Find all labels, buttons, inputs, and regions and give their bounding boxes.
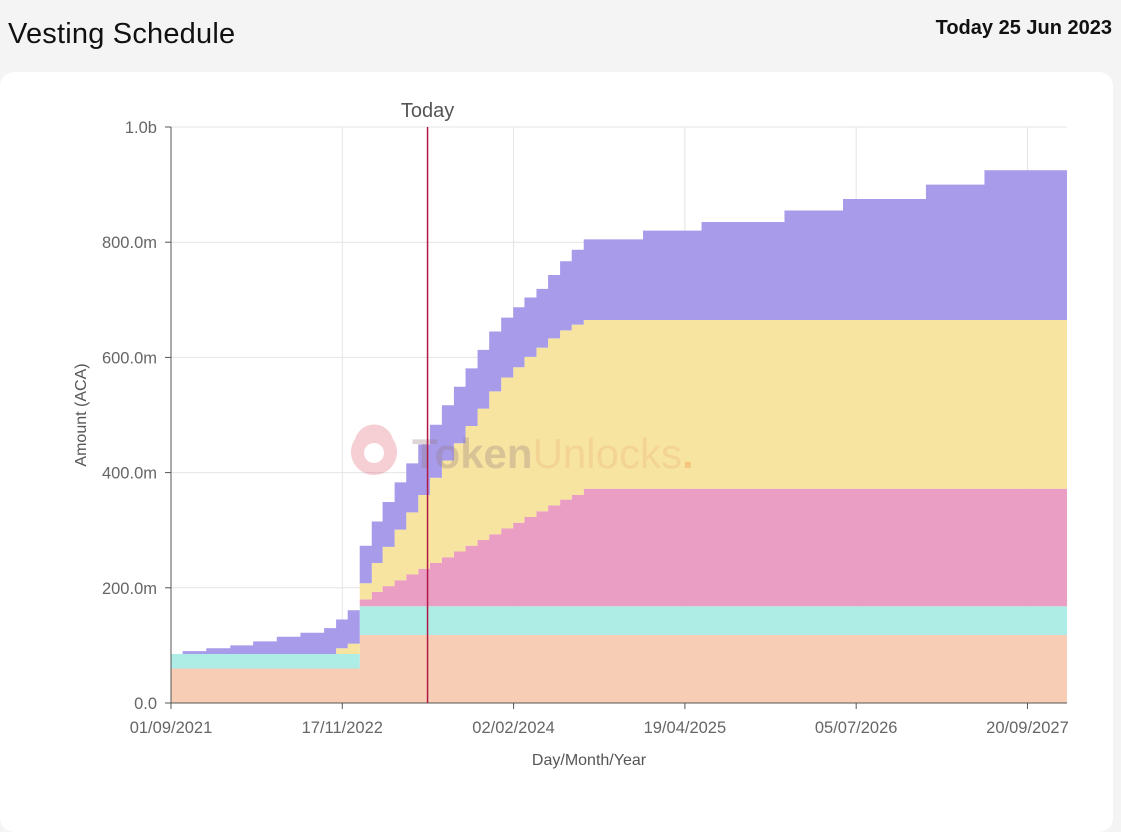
page-title: Vesting Schedule — [8, 18, 236, 50]
x-tick-label: 02/02/2024 — [472, 719, 555, 737]
stacked-areas — [171, 127, 1067, 703]
y-tick-label: 800.0m — [102, 234, 157, 252]
series-area-3 — [171, 488, 1067, 655]
watermark-dot: . — [682, 430, 694, 477]
today-marker: Today — [401, 100, 454, 703]
today-date: Today 25 Jun 2023 — [936, 17, 1112, 40]
y-tick-label: 1.0b — [125, 119, 157, 137]
today-date-value: 25 Jun 2023 — [998, 17, 1112, 39]
series-area-2 — [171, 606, 1067, 669]
x-tick-label: 20/09/2027 — [986, 719, 1069, 737]
axes: 0.0 200.0m 400.0m 600.0m 800.0m 1.0b 01/09/202… — [73, 119, 1069, 769]
series-area-1 — [171, 635, 1067, 703]
series-area-4 — [171, 319, 1067, 655]
y-tick-label: 600.0m — [102, 349, 157, 367]
y-tick-label: 400.0m — [102, 465, 157, 483]
x-tick-label: 19/04/2025 — [644, 719, 727, 737]
x-tick-label: 05/07/2026 — [815, 719, 898, 737]
svg-text:TokenUnlocks.: TokenUnlocks. — [412, 430, 694, 477]
watermark-token: Token — [412, 430, 533, 477]
x-tick-label: 17/11/2022 — [302, 719, 383, 737]
today-prefix: Today — [935, 17, 994, 39]
y-axis-title: Amount (ACA) — [73, 363, 90, 466]
today-label: Today — [401, 100, 454, 122]
vesting-chart: TokenUnlocks. 0.0 200.0m 400.0m 600.0m 800.0… — [73, 100, 1069, 769]
watermark: TokenUnlocks. — [351, 424, 694, 477]
series-area-5 — [171, 127, 1067, 655]
x-tick-label: 01/09/2021 — [130, 719, 213, 737]
lock-icon — [351, 424, 397, 475]
x-axis-title: Day/Month/Year — [532, 752, 647, 769]
y-tick-label: 0.0 — [134, 695, 157, 713]
y-tick-label: 200.0m — [102, 580, 157, 598]
watermark-unlocks: Unlocks — [533, 430, 682, 477]
